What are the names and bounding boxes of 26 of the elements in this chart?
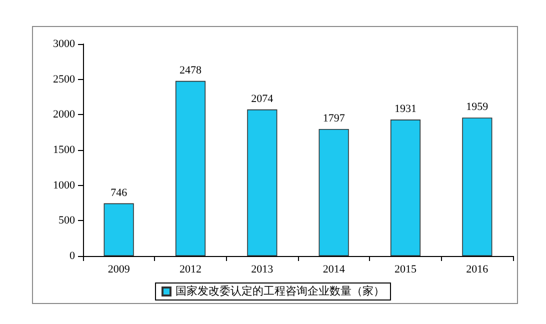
data-label: 2478 <box>180 64 202 76</box>
bar <box>318 129 349 256</box>
bar <box>247 109 278 256</box>
bar <box>462 118 492 256</box>
x-tick-label: 2014 <box>322 264 346 276</box>
data-label: 1797 <box>322 112 346 125</box>
data-label: 2074 <box>251 92 274 105</box>
data-label: 1959 <box>466 101 489 114</box>
bar <box>175 80 206 256</box>
data-label: 746 <box>110 186 128 199</box>
y-tick-label: 500 <box>58 214 76 227</box>
bar <box>104 203 134 256</box>
y-tick-label: 3000 <box>53 38 76 50</box>
y-tick-label: 2000 <box>53 108 76 121</box>
y-tick-label: 1000 <box>53 179 76 192</box>
y-tick-label: 1500 <box>53 144 76 156</box>
data-label: 1931 <box>394 103 416 116</box>
x-tick-label: 2012 <box>180 264 202 276</box>
bar <box>390 120 421 256</box>
x-tick-label: 2013 <box>251 264 274 276</box>
legend-label: 国家发改委认定的工程咨询企业数量（家） <box>176 284 384 298</box>
y-tick-label: 2500 <box>53 73 76 86</box>
x-tick-label: 2016 <box>466 264 489 276</box>
y-tick-label: 0 <box>70 250 76 262</box>
x-tick-label: 2009 <box>108 264 130 276</box>
x-tick-label: 2015 <box>394 264 417 276</box>
